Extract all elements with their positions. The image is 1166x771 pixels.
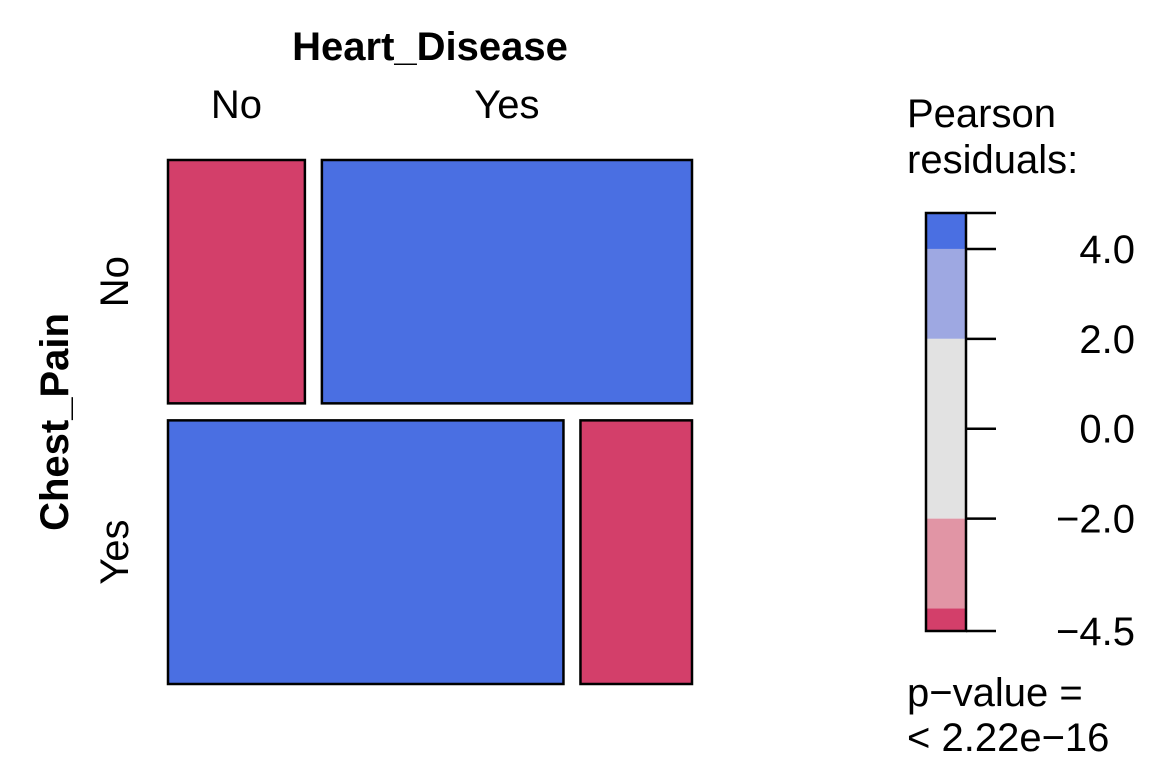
col-label-yes: Yes <box>474 83 539 127</box>
legend-title-line2: residuals: <box>907 138 1078 182</box>
tile-no-no <box>166 158 307 405</box>
legend-band-1 <box>926 248 966 339</box>
legend-tick-label-1: 2.0 <box>1079 318 1135 362</box>
legend-title-line1: Pearson <box>907 92 1056 136</box>
legend-band-0 <box>926 213 966 249</box>
tile-yes-no <box>166 419 565 686</box>
p-value-line2: < 2.22e−16 <box>907 716 1109 760</box>
legend-tick-label-3: −2.0 <box>1056 498 1135 542</box>
legend-band-3 <box>926 518 966 609</box>
col-label-no: No <box>211 83 262 127</box>
x-variable-label: Heart_Disease <box>292 25 568 69</box>
tile-yes-yes <box>579 419 694 686</box>
residuals-legend: 4.0 2.0 0.0 −2.0 −4.5 <box>924 211 1135 654</box>
legend-tick-label-4: −4.5 <box>1056 610 1135 654</box>
p-value-line1: p−value = <box>907 671 1083 715</box>
y-variable-label: Chest_Pain <box>33 313 77 531</box>
tile-no-yes <box>320 158 694 405</box>
row-label-no: No <box>93 256 137 307</box>
legend-frame <box>924 211 968 633</box>
legend-band-4 <box>926 608 966 631</box>
mosaic-area: No Yes No Yes <box>93 83 694 686</box>
legend-band-2 <box>926 338 966 519</box>
legend-tick-label-2: 0.0 <box>1079 408 1135 452</box>
legend-tick-label-0: 4.0 <box>1079 228 1135 272</box>
row-label-yes: Yes <box>93 520 137 585</box>
